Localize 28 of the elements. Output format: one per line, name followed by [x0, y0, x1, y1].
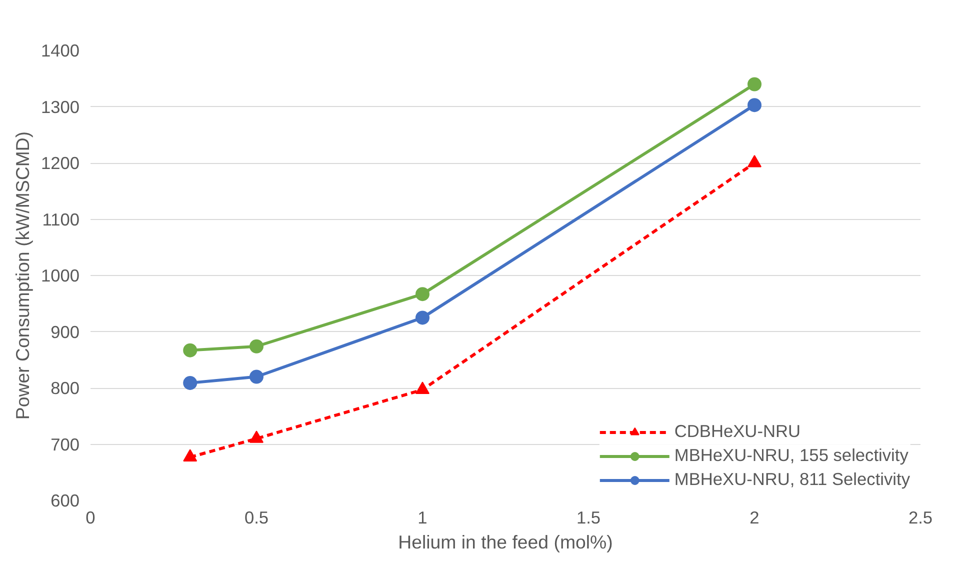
y-tick-label: 700: [50, 434, 80, 454]
y-tick-label: 800: [50, 378, 80, 398]
y-tick-label: 600: [50, 490, 80, 510]
x-axis-title: Helium in the feed (mol%): [398, 532, 613, 552]
x-tick-label: 0: [86, 508, 96, 528]
y-tick-label: 1400: [40, 40, 80, 60]
x-tick-label: 2: [750, 508, 760, 528]
x-tick-label: 2.5: [908, 508, 933, 528]
y-axis-title: Power Consumption (kW/MSCMD): [12, 131, 33, 420]
y-tick-label: 1200: [40, 153, 80, 173]
y-tick-label: 1100: [42, 209, 80, 230]
point: [250, 339, 264, 354]
point: [748, 77, 762, 92]
point: [183, 376, 198, 390]
point: [416, 310, 430, 325]
legend-label: MBHeXU-NRU, 155 selectivity: [674, 445, 908, 466]
y-tick-label: 1000: [40, 266, 80, 286]
x-tick-label: 0.5: [244, 508, 269, 528]
point: [416, 287, 430, 302]
point: [748, 98, 762, 112]
legend-label: CDBHeXU-NRU: [674, 421, 801, 442]
x-tick-label: 1: [418, 508, 428, 528]
y-tick-label: 1300: [40, 96, 80, 117]
legend-label: MBHeXU-NRU, 811 Selectivity: [674, 469, 910, 490]
point: [250, 370, 264, 384]
point: [183, 343, 198, 358]
x-tick-label: 1.5: [576, 508, 601, 528]
y-tick-label: 900: [50, 322, 80, 342]
